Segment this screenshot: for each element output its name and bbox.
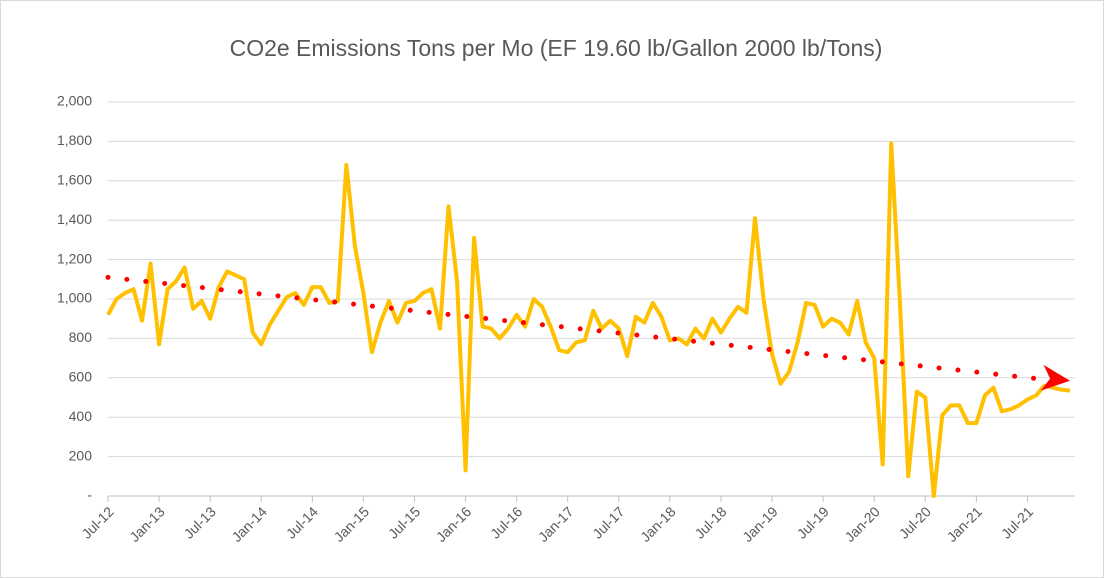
- y-tick-label: 600: [69, 369, 93, 385]
- y-tick-label: 200: [69, 447, 93, 463]
- y-tick-label: 1,000: [57, 290, 92, 306]
- chart-title: CO2e Emissions Tons per Mo (EF 19.60 lb/…: [230, 35, 883, 61]
- trend-arrow: [1040, 364, 1070, 391]
- y-tick-label: 1,200: [57, 250, 92, 266]
- y-tick-label: 1,800: [57, 132, 92, 148]
- trendline: [105, 274, 1059, 384]
- data-line: [106, 141, 1071, 498]
- y-tick-label: 400: [69, 408, 93, 424]
- y-tick-label: 800: [69, 329, 93, 345]
- y-tick-label: 1,600: [57, 172, 92, 188]
- y-tick-label: -: [87, 487, 92, 503]
- y-tick-label: 2,000: [57, 93, 92, 109]
- y-tick-label: 1,400: [57, 211, 92, 227]
